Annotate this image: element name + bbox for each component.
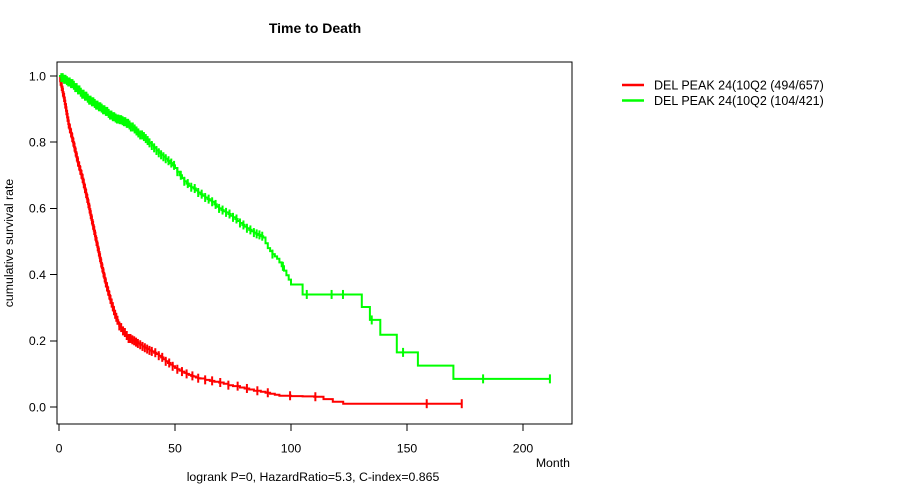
y-tick-label: 0.0 — [29, 400, 46, 414]
legend-label-series1: DEL PEAK 24(10Q2 (494/657) — [654, 79, 824, 93]
y-tick-label: 0.6 — [29, 202, 46, 216]
y-tick-label: 0.2 — [29, 334, 46, 348]
plot-box — [56, 61, 573, 425]
survival-curve-1 — [59, 75, 462, 405]
y-tick-label: 0.4 — [29, 268, 46, 282]
y-tick-label: 0.8 — [29, 136, 46, 150]
curves-layer — [59, 73, 551, 409]
x-tick-label: 50 — [168, 442, 182, 456]
chart-title: Time to Death — [269, 20, 361, 36]
stats-subtitle: logrank P=0, HazardRatio=5.3, C-index=0.… — [187, 470, 440, 484]
x-tick-label: 200 — [513, 442, 534, 456]
x-tick-label: 100 — [281, 442, 302, 456]
x-tick-label: 150 — [397, 442, 418, 456]
survival-curve-2 — [59, 75, 550, 380]
legend: DEL PEAK 24(10Q2 (494/657) DEL PEAK 24(1… — [622, 79, 824, 108]
axes-layer: 0 50 100 150 200 0.0 0.2 0.4 0.6 0.8 1.0 — [29, 61, 573, 456]
y-axis-title: cumulative survival rate — [2, 179, 16, 308]
y-tick-label: 1.0 — [29, 69, 46, 83]
x-tick-label: 0 — [56, 442, 63, 456]
legend-label-series2: DEL PEAK 24(10Q2 (104/421) — [654, 94, 824, 108]
x-axis-title: Month — [536, 456, 570, 470]
